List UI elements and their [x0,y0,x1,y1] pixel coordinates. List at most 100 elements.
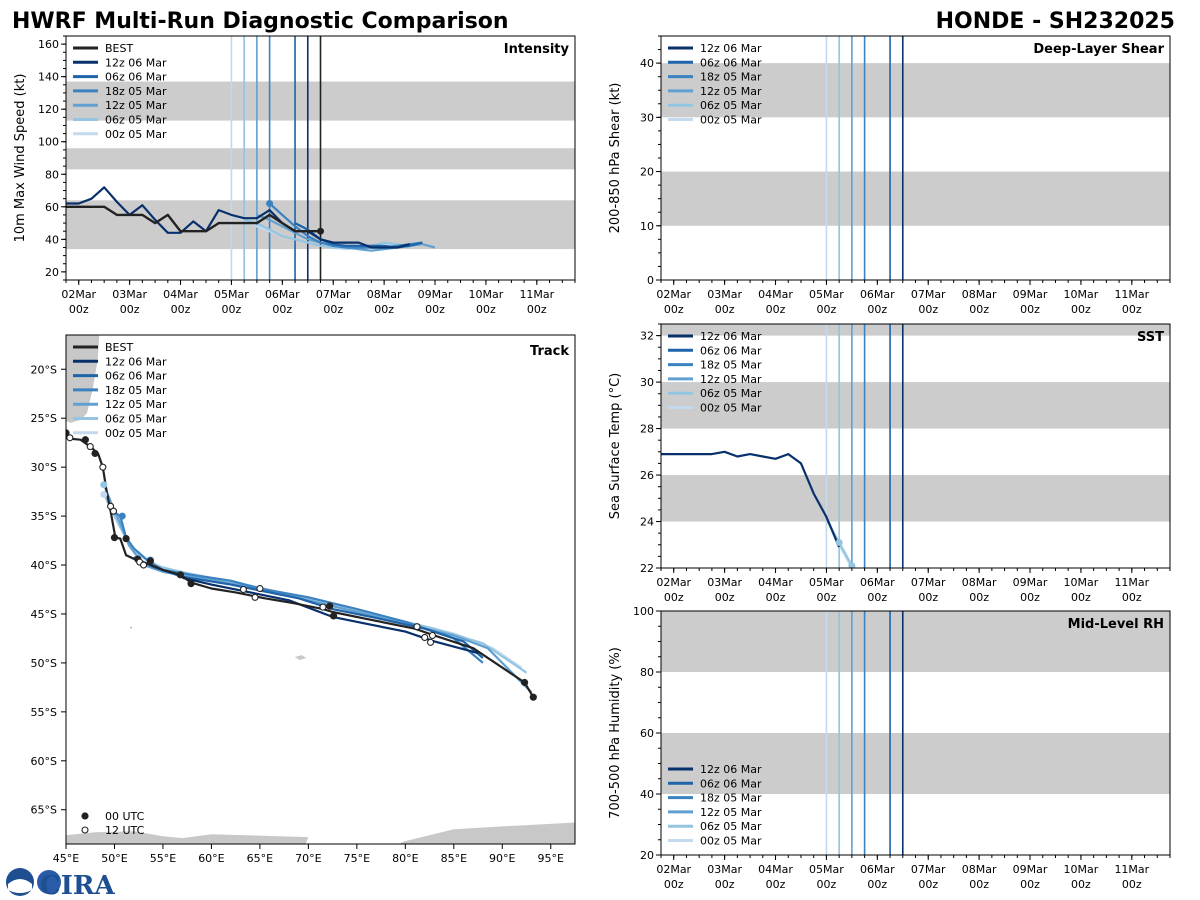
sst-ytick-label: 22 [640,562,654,575]
sst-xtick-label-hour: 00z [1122,591,1142,604]
intensity-ytick-label: 120 [38,103,59,116]
intensity-xtick-label-hour: 00z [476,303,496,316]
sst-panel-title: SST [1137,330,1164,345]
shear-xtick-label-hour: 00z [715,303,735,316]
sst-xtick-label-hour: 00z [664,591,684,604]
sst-xtick-label-hour: 00z [1020,591,1040,604]
rh-band [661,733,1170,794]
track-panel-title: Track [530,344,569,359]
rh-xtick-label-date: 03Mar [707,863,742,876]
track-12utc-dot [428,631,437,640]
track-ytick-label: 65°S [31,804,57,817]
rh-ytick-label: 60 [640,727,654,740]
intensity-xtick-label-date: 11Mar [519,288,554,301]
shear-ytick-label: 40 [640,57,654,70]
track-00utc-dot [91,449,99,458]
antarctica-land-west [66,831,309,844]
shear-ytick-label: 10 [640,220,654,233]
rh-xtick-label-hour: 00z [817,878,837,891]
sst-ytick-label: 24 [640,516,654,529]
sst-legend-label: 06z 05 Mar [700,387,762,400]
track-xtick-label: 65°E [247,852,273,865]
track-legend-00utc-marker [81,812,89,820]
shear-ylabel: 200-850 hPa Shear (kt) [608,83,623,234]
intensity-legend-label: 18z 05 Mar [105,85,167,98]
shear-xtick-label-date: 10Mar [1064,288,1099,301]
track-12utc-dot [99,463,107,471]
shear-xtick-label-hour: 00z [664,303,684,316]
track-run-dot [100,491,108,499]
sst-band [661,324,1170,336]
shear-ytick-label: 20 [640,166,654,179]
rh-plot-area [661,611,1170,855]
intensity-ytick-label: 140 [38,71,59,84]
shear-band [661,63,1170,118]
track-legend-label: 00z 05 Mar [105,427,167,440]
track-xtick-label: 45°E [53,852,79,865]
intensity-marker [317,227,324,235]
track-legend-00utc-label: 00 UTC [105,810,145,823]
track-12utc-dot [426,638,435,646]
intensity-legend-label: 00z 05 Mar [105,128,167,141]
intensity-legend-label: BEST [105,42,133,55]
shear-xtick-label-hour: 00z [918,303,938,316]
intensity-ytick-label: 40 [45,233,59,246]
sst-xtick-label-date: 03Mar [707,576,742,589]
rh-panel-title: Mid-Level RH [1068,617,1164,632]
rh-ytick-label: 100 [633,605,654,618]
intensity-legend-label: 12z 05 Mar [105,99,167,112]
sst-ylabel: Sea Surface Temp (°C) [608,373,623,520]
rh-xtick-label-date: 05Mar [809,863,844,876]
rh-xtick-label-date: 02Mar [656,863,691,876]
sst-xtick-label-date: 02Mar [656,576,691,589]
track-legend-12utc-marker [81,826,89,834]
track-00utc-dot [81,436,89,444]
rh-xtick-label-hour: 00z [1071,878,1091,891]
track-12utc-dot [109,507,118,515]
track-ytick-label: 20°S [31,363,57,376]
rh-ytick-label: 80 [640,666,654,679]
intensity-xtick-label-hour: 00z [374,303,394,316]
intensity-ytick-label: 80 [45,168,59,181]
track-xtick-label: 75°E [344,852,370,865]
sst-plot-area [661,324,1170,568]
track-xtick-label: 55°E [150,852,176,865]
track-00utc-dot [329,612,338,620]
intensity-ytick-label: 160 [38,38,59,51]
rh-panel: 20 40 60 80 100 02Mar 00z 03Mar 00z 04Mar 00z 05Mar… [608,605,1171,891]
intensity-xtick-label-date: 06Mar [265,288,300,301]
globe-icon [37,870,61,894]
intensity-series-line [268,202,423,249]
track-legend-label: 06z 06 Mar [105,370,167,383]
cira-logo-text: CIRA [40,871,115,900]
track-00utc-dot [122,535,130,543]
track-12utc-dot [140,561,148,569]
intensity-xtick-label-hour: 00z [272,303,292,316]
sst-legend-label: 18z 05 Mar [700,359,762,372]
track-legend-label: 12z 06 Mar [105,355,167,368]
track-12utc-dot [239,585,247,594]
sst-xtick-label-date: 04Mar [758,576,793,589]
shear-band [661,171,1170,226]
sst-legend-label: 12z 05 Mar [700,373,762,386]
sst-xtick-label-date: 06Mar [860,576,895,589]
shear-xtick-label-hour: 00z [1122,303,1142,316]
madagascar-land [66,335,100,424]
track-legend-12utc-label: 12 UTC [105,824,145,837]
sst-xtick-label-hour: 00z [867,591,887,604]
track-panel: 45°E 50°E 55°E 60°E 65°E 70°E 75°E 80°E 85°E 90°E… [31,334,576,865]
sst-xtick-label-hour: 00z [766,591,786,604]
track-xtick-label: 90°E [489,852,515,865]
sst-xtick-label-hour: 00z [817,591,837,604]
track-00utc-dot [326,602,334,610]
intensity-legend-label: 06z 06 Mar [105,71,167,84]
sst-series-line [661,450,841,548]
intensity-xtick-label-date: 04Mar [163,288,198,301]
shear-legend-label: 18z 05 Mar [700,71,762,84]
track-plot-area [66,335,575,844]
shear-legend-label: 06z 06 Mar [700,56,762,69]
figure-title-left: HWRF Multi-Run Diagnostic Comparison [12,9,509,34]
intensity-xtick-label-hour: 00z [222,303,242,316]
intensity-xtick-label-date: 03Mar [112,288,147,301]
rh-legend-label: 12z 06 Mar [700,763,762,776]
